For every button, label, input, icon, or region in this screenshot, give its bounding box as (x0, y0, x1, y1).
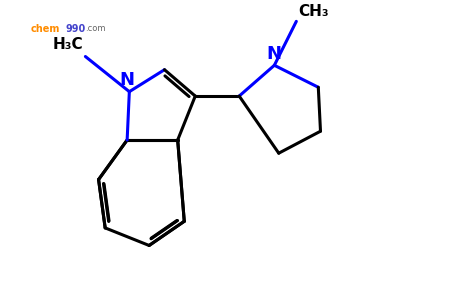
Text: N: N (267, 45, 282, 63)
Text: CH₃: CH₃ (299, 4, 329, 19)
Text: 990: 990 (65, 23, 86, 34)
Text: H₃C: H₃C (53, 37, 83, 52)
Text: chem: chem (30, 23, 60, 34)
Text: N: N (119, 71, 135, 89)
Text: .com: .com (85, 23, 106, 33)
